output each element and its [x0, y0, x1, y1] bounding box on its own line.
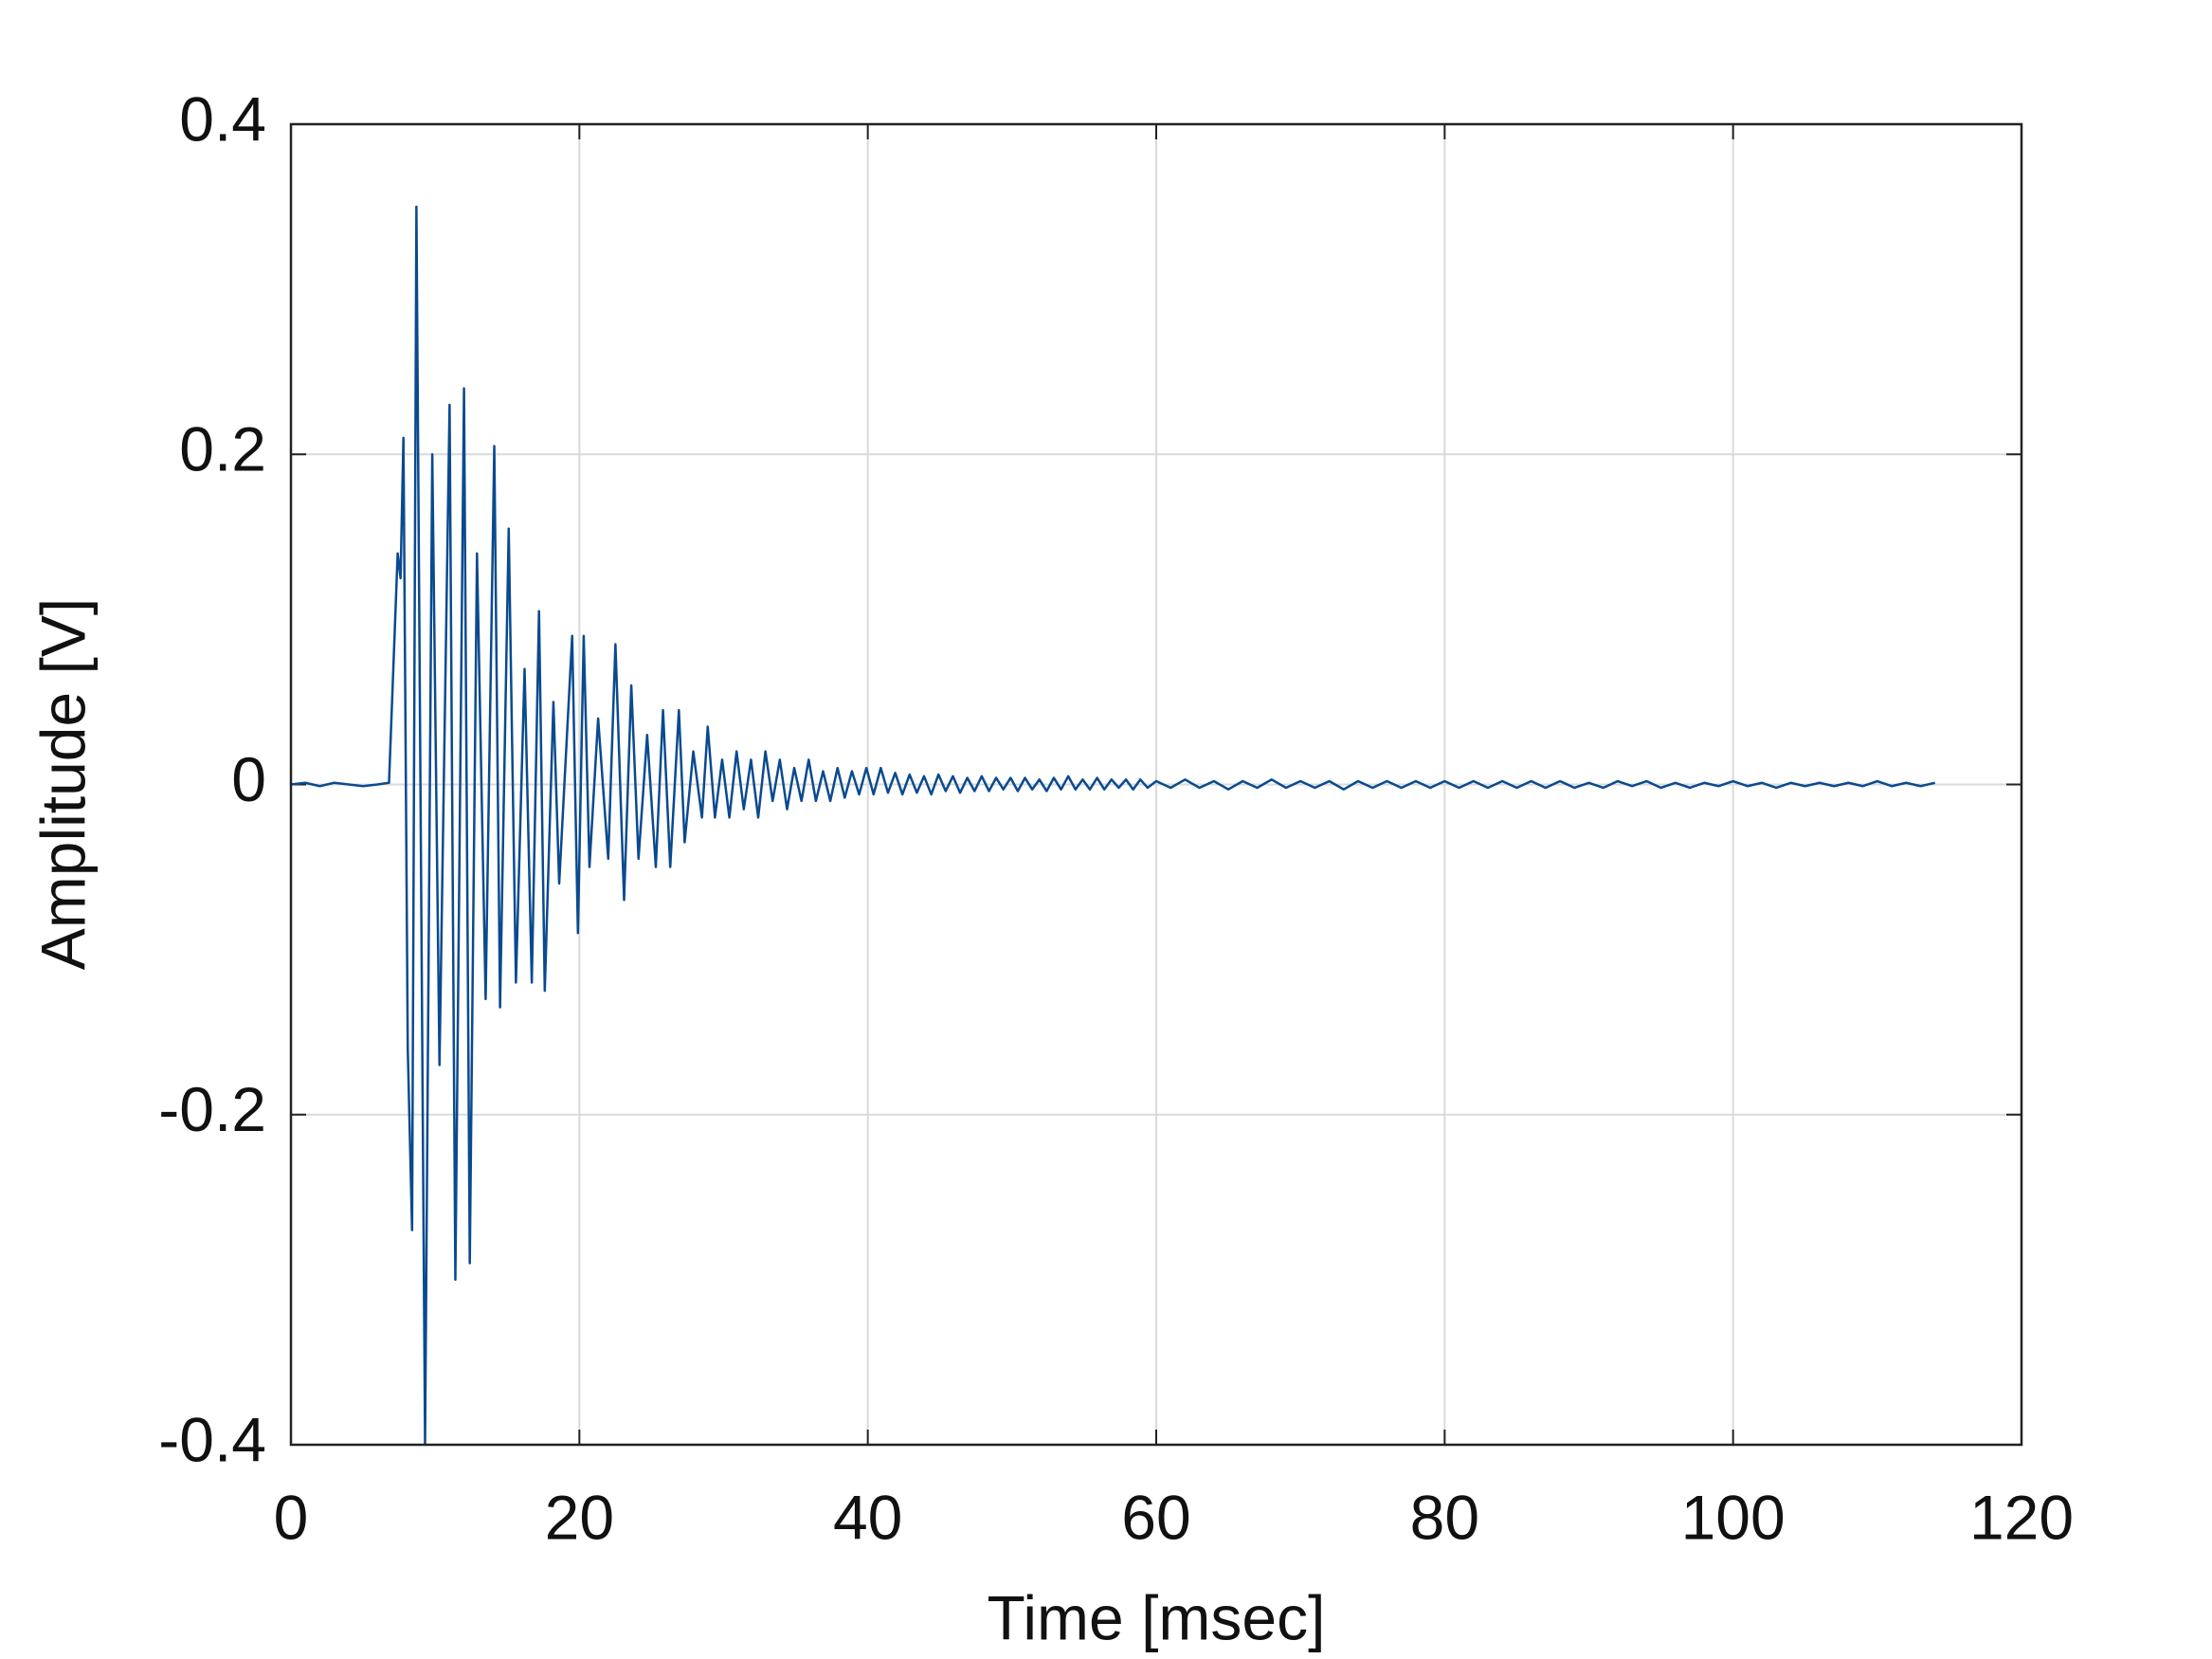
y-axis-label: Amplitude [V] — [27, 598, 98, 971]
x-tick-label: 100 — [1681, 1482, 1786, 1552]
y-tick-label: -0.2 — [158, 1074, 266, 1144]
y-tick-label: -0.4 — [158, 1404, 266, 1474]
x-tick-label: 80 — [1410, 1482, 1479, 1552]
x-axis-label: Time [msec] — [988, 1582, 1326, 1652]
x-tick-label: 60 — [1121, 1482, 1190, 1552]
x-tick-label: 120 — [1969, 1482, 2074, 1552]
x-tick-label: 40 — [833, 1482, 902, 1552]
x-tick-label: 20 — [545, 1482, 614, 1552]
plot-frame — [289, 122, 2023, 1447]
x-tick-label: 0 — [274, 1482, 309, 1552]
y-tick-label: 0.2 — [179, 414, 266, 484]
signal-line — [290, 205, 1935, 1447]
y-tick-label: 0 — [231, 744, 266, 814]
y-tick-label: 0.4 — [179, 83, 266, 154]
